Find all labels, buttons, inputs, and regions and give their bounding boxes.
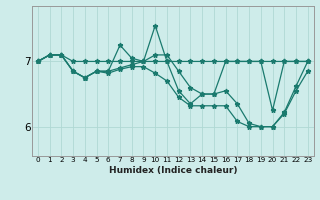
- X-axis label: Humidex (Indice chaleur): Humidex (Indice chaleur): [108, 166, 237, 175]
